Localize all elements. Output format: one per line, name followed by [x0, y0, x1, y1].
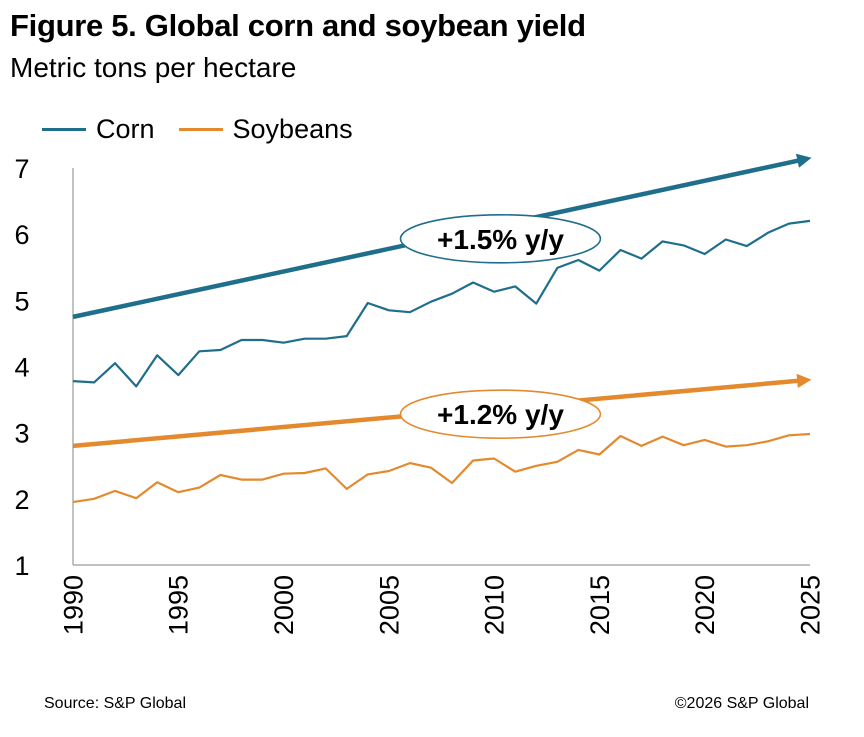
x-tick-label: 2020 — [690, 575, 720, 635]
annotation-label-corn: +1.5% y/y — [437, 224, 564, 255]
legend-swatch-corn — [42, 128, 86, 131]
x-tick-label: 2015 — [585, 575, 615, 635]
legend-item-soybeans: Soybeans — [178, 114, 353, 145]
series-line-soybeans — [72, 432, 811, 504]
x-tick-label: 2025 — [795, 575, 825, 635]
annotation-ellipse-corn — [399, 213, 602, 264]
x-tick-label: 2005 — [374, 575, 404, 635]
legend-item-corn: Corn — [42, 114, 155, 145]
x-tick-label: 1995 — [164, 575, 194, 635]
y-tick-label: 1 — [14, 551, 29, 581]
legend-label-soybeans: Soybeans — [232, 114, 353, 144]
chart-subtitle: Metric tons per hectare — [10, 52, 297, 83]
chart-plot: 1 2 3 4 5 6 7 1990 1995 2000 2005 2010 2015 2020 2025 +… — [14, 153, 825, 635]
y-tick-label: 5 — [14, 286, 29, 316]
source-note: Source: S&P Global — [44, 695, 187, 712]
y-tick-label: 3 — [14, 419, 29, 449]
y-tick-label: 6 — [14, 220, 29, 250]
annotation-label-soybeans: +1.2% y/y — [437, 399, 564, 430]
x-tick-label: 2000 — [269, 575, 299, 635]
y-tick-label: 4 — [14, 353, 29, 383]
chart-legend: Corn Soybeans — [42, 114, 377, 145]
x-tick-label: 1990 — [58, 575, 88, 635]
legend-label-corn: Corn — [96, 114, 155, 144]
y-tick-label: 2 — [14, 485, 29, 515]
x-tick-label: 2010 — [480, 575, 510, 635]
y-tick-label: 7 — [14, 154, 29, 184]
copyright-note: ©2026 S&P Global — [674, 695, 809, 712]
chart-title: Figure 5. Global corn and soybean yield — [10, 8, 586, 43]
annotation-ellipse-soybeans — [399, 389, 602, 439]
series-line-corn — [72, 219, 811, 388]
legend-swatch-soybeans — [178, 128, 223, 131]
